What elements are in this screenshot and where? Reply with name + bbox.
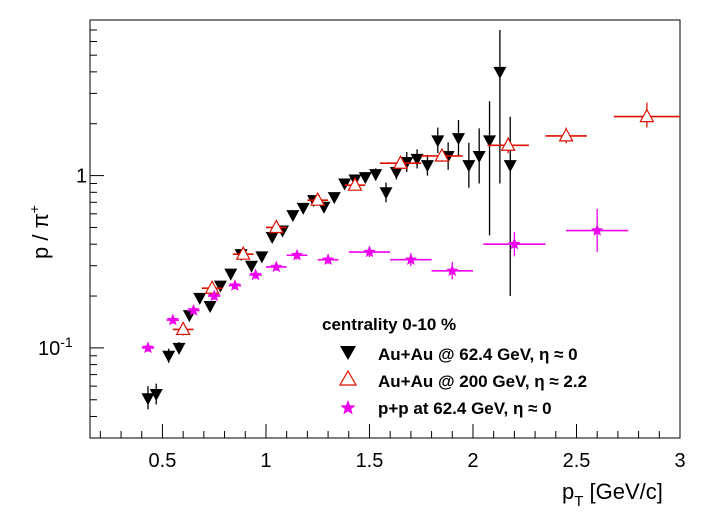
data-point bbox=[141, 393, 155, 406]
y-tick-label: 10-1 bbox=[38, 334, 73, 360]
x-axis-title-main: p bbox=[562, 479, 574, 504]
y-axis-title-sup: + bbox=[26, 205, 42, 213]
data-point bbox=[203, 301, 217, 314]
data-point bbox=[249, 268, 262, 281]
data-point bbox=[235, 245, 251, 260]
data-point bbox=[255, 251, 269, 264]
data-point bbox=[393, 154, 409, 169]
data-point bbox=[141, 341, 155, 354]
data-point bbox=[213, 280, 227, 293]
x-tick-label: 1 bbox=[260, 450, 271, 472]
series-2 bbox=[141, 209, 629, 354]
data-point bbox=[389, 166, 403, 179]
data-point bbox=[639, 108, 655, 123]
data-point bbox=[172, 342, 186, 355]
series-layer bbox=[141, 29, 680, 410]
x-axis-title-unit: [GeV/c] bbox=[583, 479, 662, 504]
data-point bbox=[310, 191, 326, 206]
legend-marker-auau200 bbox=[338, 369, 358, 386]
data-point bbox=[347, 176, 363, 191]
data-point bbox=[327, 192, 341, 205]
y-tick-label: 1 bbox=[76, 166, 87, 188]
data-point bbox=[500, 137, 516, 151]
data-point bbox=[591, 224, 604, 236]
data-point bbox=[193, 292, 207, 305]
legend-title: centrality 0-10 % bbox=[322, 315, 456, 334]
data-point bbox=[472, 150, 486, 163]
plot-frame bbox=[89, 19, 681, 439]
data-point bbox=[503, 160, 517, 173]
data-point bbox=[166, 313, 179, 326]
legend-marker-auau62 bbox=[340, 346, 356, 360]
data-point bbox=[321, 253, 335, 265]
data-point bbox=[244, 260, 258, 273]
data-point bbox=[493, 66, 507, 79]
x-tick-label: 2 bbox=[467, 450, 478, 472]
data-point bbox=[431, 135, 445, 148]
legend-label-pp62: p+p at 62.4 GeV, η ≈ 0 bbox=[378, 399, 552, 418]
data-point bbox=[270, 260, 283, 273]
data-point bbox=[162, 350, 176, 363]
data-point bbox=[224, 268, 238, 281]
data-point bbox=[420, 160, 434, 173]
data-point bbox=[558, 127, 574, 142]
x-tick-label: 3 bbox=[674, 450, 685, 472]
data-point bbox=[228, 279, 242, 291]
data-point bbox=[483, 135, 497, 148]
data-point bbox=[290, 248, 304, 261]
legend: centrality 0-10 % Au+Au @ 62.4 GeV, η ≈ … bbox=[322, 315, 587, 418]
legend-label-auau200: Au+Au @ 200 GeV, η ≈ 2.2 bbox=[378, 372, 587, 391]
data-point bbox=[149, 389, 163, 402]
data-point bbox=[265, 232, 279, 245]
data-point bbox=[175, 321, 191, 336]
x-axis-title: pT [GeV/c] bbox=[562, 479, 663, 510]
data-point bbox=[379, 187, 393, 200]
data-point bbox=[508, 237, 521, 250]
axis-ticks: 0.5 1 1.5 2 2.5 3 10-1 1 bbox=[38, 19, 686, 472]
data-point bbox=[451, 133, 465, 146]
data-point bbox=[296, 202, 310, 215]
data-point bbox=[369, 169, 383, 182]
data-point bbox=[446, 264, 459, 277]
legend-marker-pp62 bbox=[340, 400, 356, 415]
data-point bbox=[187, 303, 200, 316]
data-point bbox=[363, 245, 376, 258]
y-axis-title: p / π+ bbox=[26, 205, 53, 259]
data-point bbox=[286, 210, 300, 223]
data-point bbox=[462, 160, 476, 173]
x-tick-label: 1.5 bbox=[356, 450, 384, 472]
x-tick-label: 0.5 bbox=[149, 450, 177, 472]
data-point bbox=[434, 147, 450, 162]
y-axis-title-main: p / π bbox=[28, 213, 53, 259]
data-point bbox=[204, 279, 220, 294]
data-point bbox=[410, 153, 424, 166]
series-1 bbox=[172, 102, 680, 336]
data-point bbox=[268, 219, 284, 234]
legend-label-auau62: Au+Au @ 62.4 GeV, η ≈ 0 bbox=[378, 345, 578, 364]
x-tick-label: 2.5 bbox=[563, 450, 591, 472]
x-axis-title-sub: T bbox=[574, 493, 583, 510]
data-point bbox=[404, 253, 418, 265]
data-point bbox=[208, 289, 221, 302]
data-point bbox=[358, 172, 372, 185]
